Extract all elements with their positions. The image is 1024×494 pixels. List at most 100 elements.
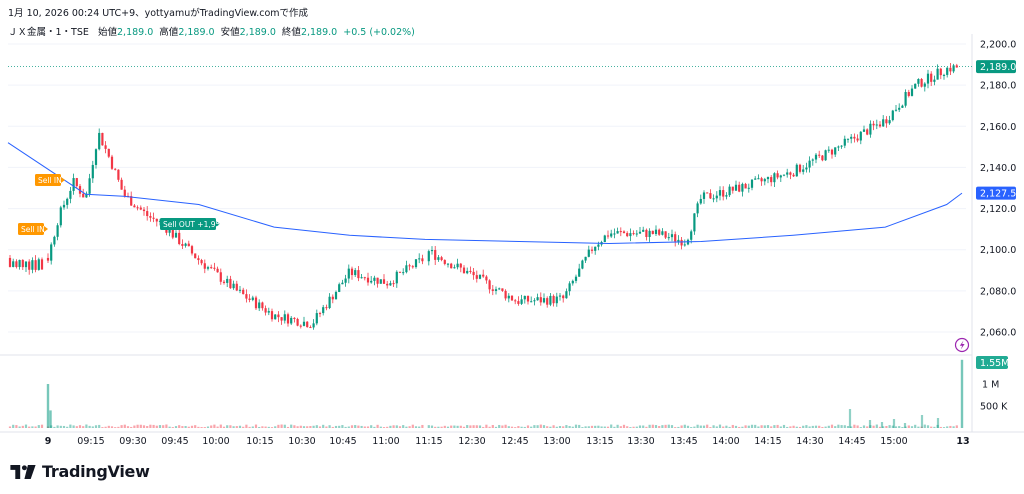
candle-body[interactable] bbox=[123, 189, 126, 196]
candle-body[interactable] bbox=[850, 136, 853, 139]
candle-body[interactable] bbox=[491, 289, 494, 291]
candle-body[interactable] bbox=[549, 295, 552, 305]
candle-body[interactable] bbox=[802, 169, 805, 172]
signal-labels[interactable]: Sell IN Sell IN Sell OUT +1,950 bbox=[18, 174, 225, 235]
candle-body[interactable] bbox=[18, 259, 21, 268]
candle-body[interactable] bbox=[462, 267, 466, 274]
candle-body[interactable] bbox=[392, 283, 395, 285]
candle-body[interactable] bbox=[798, 164, 802, 172]
candle-body[interactable] bbox=[376, 277, 379, 284]
candle-body[interactable] bbox=[280, 317, 283, 321]
candle-body[interactable] bbox=[382, 279, 386, 284]
candle-body[interactable] bbox=[514, 300, 517, 302]
candle-body[interactable] bbox=[370, 280, 373, 283]
candle-body[interactable] bbox=[213, 267, 216, 269]
candle-body[interactable] bbox=[811, 159, 814, 161]
candle-body[interactable] bbox=[677, 239, 680, 242]
candle-body[interactable] bbox=[507, 295, 510, 299]
candle-body[interactable] bbox=[206, 267, 210, 269]
candle-body[interactable] bbox=[200, 260, 203, 264]
candle-body[interactable] bbox=[731, 186, 734, 191]
candle-body[interactable] bbox=[571, 280, 574, 284]
candle-body[interactable] bbox=[389, 283, 392, 286]
candle-body[interactable] bbox=[555, 296, 558, 304]
candle-body[interactable] bbox=[117, 169, 120, 180]
candle-body[interactable] bbox=[168, 229, 171, 233]
candle-body[interactable] bbox=[891, 110, 894, 121]
candle-body[interactable] bbox=[216, 268, 219, 273]
candle-body[interactable] bbox=[558, 295, 562, 297]
candle-body[interactable] bbox=[763, 179, 766, 182]
candle-body[interactable] bbox=[427, 251, 430, 262]
candle-body[interactable] bbox=[88, 178, 91, 194]
candle-body[interactable] bbox=[706, 192, 709, 194]
candle-body[interactable] bbox=[581, 260, 584, 269]
candle-body[interactable] bbox=[795, 164, 798, 177]
candle-body[interactable] bbox=[821, 155, 824, 161]
candle-body[interactable] bbox=[414, 259, 418, 268]
candle-body[interactable] bbox=[690, 231, 693, 240]
candle-body[interactable] bbox=[104, 145, 107, 149]
candle-body[interactable] bbox=[235, 283, 238, 291]
candle-body[interactable] bbox=[46, 257, 50, 261]
candle-body[interactable] bbox=[152, 217, 155, 219]
candle-body[interactable] bbox=[37, 259, 40, 270]
candle-body[interactable] bbox=[485, 276, 488, 281]
candle-body[interactable] bbox=[792, 174, 795, 177]
candle-body[interactable] bbox=[539, 297, 542, 303]
candle-body[interactable] bbox=[133, 205, 136, 208]
candle-body[interactable] bbox=[219, 272, 222, 282]
candle-body[interactable] bbox=[120, 179, 123, 190]
candle-body[interactable] bbox=[354, 270, 357, 276]
candle-body[interactable] bbox=[814, 154, 818, 160]
candle-body[interactable] bbox=[328, 296, 331, 309]
candle-body[interactable] bbox=[827, 149, 830, 151]
candle-body[interactable] bbox=[741, 183, 744, 192]
candle-body[interactable] bbox=[923, 83, 926, 87]
candle-body[interactable] bbox=[914, 83, 917, 89]
candle-body[interactable] bbox=[680, 239, 683, 246]
candle-body[interactable] bbox=[920, 79, 923, 87]
candle-body[interactable] bbox=[338, 284, 341, 292]
candle-body[interactable] bbox=[760, 178, 763, 182]
candle-body[interactable] bbox=[40, 259, 44, 270]
candle-body[interactable] bbox=[619, 231, 622, 233]
candle-body[interactable] bbox=[840, 145, 843, 147]
candle-body[interactable] bbox=[130, 196, 133, 206]
candle-body[interactable] bbox=[530, 301, 533, 303]
candle-body[interactable] bbox=[632, 233, 635, 235]
candle-body[interactable] bbox=[15, 261, 18, 268]
candle-body[interactable] bbox=[613, 233, 616, 235]
candle-body[interactable] bbox=[722, 190, 725, 197]
candle-body[interactable] bbox=[197, 258, 200, 261]
candle-body[interactable] bbox=[926, 73, 930, 84]
candle-body[interactable] bbox=[360, 277, 363, 279]
candle-body[interactable] bbox=[875, 124, 878, 126]
candle-body[interactable] bbox=[203, 263, 206, 269]
candle-body[interactable] bbox=[12, 261, 15, 267]
candle-body[interactable] bbox=[939, 68, 942, 76]
candle-body[interactable] bbox=[834, 147, 837, 155]
candle-body[interactable] bbox=[299, 325, 302, 327]
candle-body[interactable] bbox=[533, 300, 536, 302]
candle-body[interactable] bbox=[446, 263, 450, 265]
candle-body[interactable] bbox=[450, 263, 453, 269]
candle-body[interactable] bbox=[421, 258, 424, 262]
candle-body[interactable] bbox=[248, 298, 251, 300]
candle-body[interactable] bbox=[456, 263, 459, 268]
price-axis[interactable]: 2,200.0 2,180.0 2,160.0 2,140.0 2,120.0 2,100… bbox=[976, 40, 1016, 339]
candle-body[interactable] bbox=[933, 79, 936, 82]
candle-body[interactable] bbox=[402, 272, 405, 274]
candle-body[interactable] bbox=[405, 265, 408, 273]
candle-body[interactable] bbox=[475, 275, 478, 279]
candle-body[interactable] bbox=[98, 132, 101, 150]
candle-body[interactable] bbox=[488, 280, 491, 290]
candle-body[interactable] bbox=[85, 193, 88, 198]
tradingview-logo[interactable]: TradingView bbox=[10, 462, 150, 481]
candle-body[interactable] bbox=[91, 164, 94, 179]
symbol-legend[interactable]: ＪＸ金属・1・TSE 始値2,189.0 高値2,189.0 安値2,189.0… bbox=[8, 24, 418, 38]
candle-body[interactable] bbox=[72, 178, 75, 191]
candle-body[interactable] bbox=[757, 178, 760, 180]
candle-body[interactable] bbox=[136, 207, 139, 209]
candle-body[interactable] bbox=[229, 278, 232, 289]
